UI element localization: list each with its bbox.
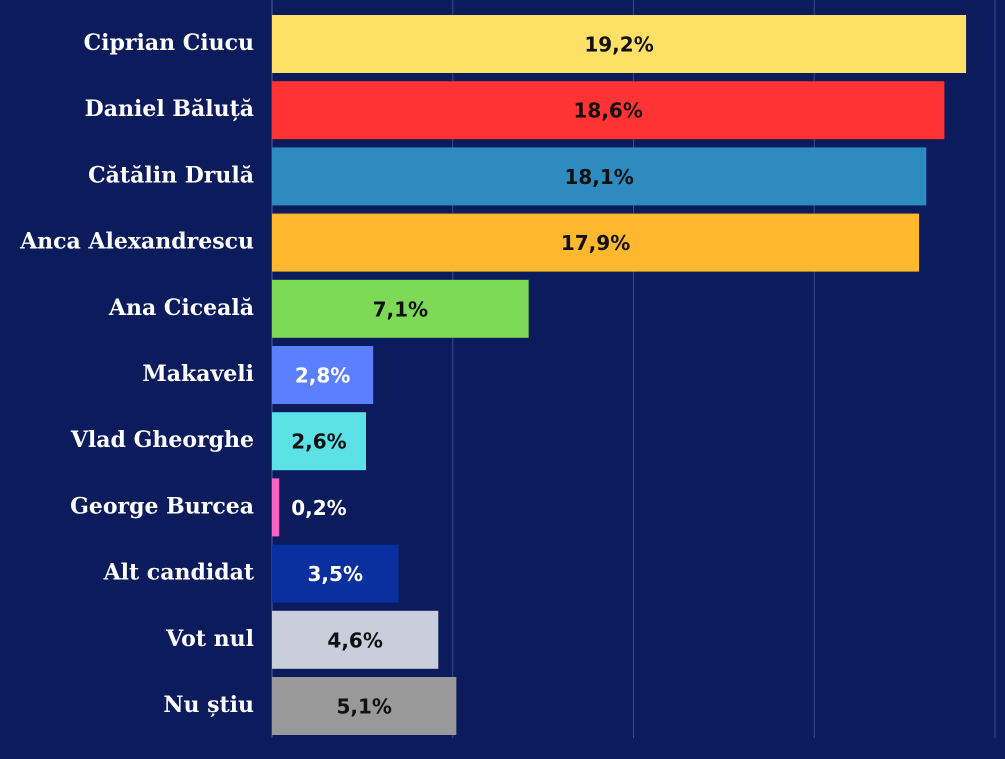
value-label: 18,1%: [564, 165, 633, 189]
bar-6: [272, 412, 366, 471]
value-label: 17,9%: [561, 231, 630, 255]
value-label: 19,2%: [584, 33, 653, 57]
bar-8: [272, 544, 399, 603]
value-labels: 19,2% 18,6% 18,1% 17,9% 7,1% 2,8% 2,6% 0,2% 3,5%…: [291, 33, 654, 719]
value-label: 5,1%: [336, 695, 391, 719]
category-labels: Ciprian Ciucu Daniel Băluță Cătălin Drulă A…: [19, 30, 255, 718]
category-label: George Burcea: [70, 493, 254, 519]
category-label: Anca Alexandrescu: [19, 229, 254, 255]
bar-0: [272, 15, 967, 73]
category-label: Cătălin Drulă: [88, 162, 254, 188]
value-label: 18,6%: [573, 99, 642, 123]
category-label: Makaveli: [142, 361, 254, 387]
bar-1: [272, 81, 945, 140]
value-label: 2,6%: [291, 430, 346, 454]
category-label: Ana Ciceală: [108, 295, 254, 321]
value-label: 2,8%: [295, 364, 350, 388]
bar-9: [272, 610, 439, 669]
category-label: Daniel Băluță: [85, 96, 254, 122]
category-label: Vlad Gheorghe: [70, 427, 254, 453]
bars: [272, 15, 967, 735]
bar-7: [272, 478, 280, 537]
bar-4: [272, 279, 529, 338]
value-label: 0,2%: [291, 496, 346, 520]
bar-5: [272, 346, 374, 404]
bar-3: [272, 213, 920, 272]
category-label: Ciprian Ciucu: [84, 30, 254, 56]
value-label: 3,5%: [308, 562, 363, 586]
bar-10: [272, 677, 457, 735]
bar-2: [272, 147, 927, 206]
category-label: Vot nul: [165, 626, 254, 652]
category-label: Alt candidat: [103, 560, 255, 586]
value-label: 7,1%: [373, 297, 428, 321]
value-label: 4,6%: [327, 628, 382, 652]
category-label: Nu știu: [163, 692, 254, 718]
